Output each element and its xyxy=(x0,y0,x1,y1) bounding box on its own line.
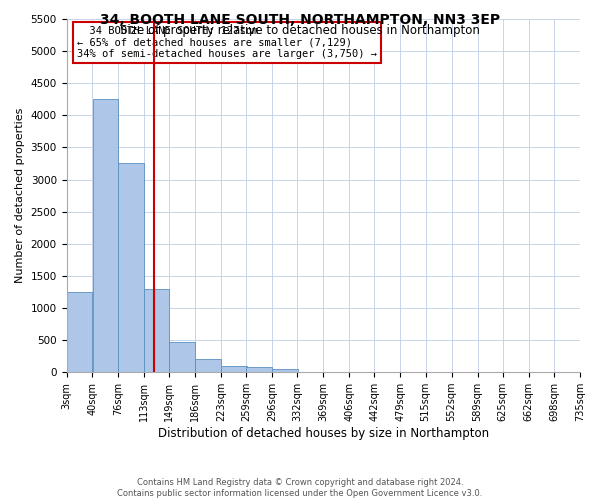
Bar xyxy=(221,366,247,372)
Text: Contains HM Land Registry data © Crown copyright and database right 2024.
Contai: Contains HM Land Registry data © Crown c… xyxy=(118,478,482,498)
Bar xyxy=(246,368,272,372)
Bar xyxy=(118,164,143,372)
Bar xyxy=(92,100,118,372)
Bar xyxy=(67,292,92,372)
Bar xyxy=(144,288,169,372)
X-axis label: Distribution of detached houses by size in Northampton: Distribution of detached houses by size … xyxy=(158,427,489,440)
Bar xyxy=(195,360,221,372)
Text: 34 BOOTH LANE SOUTH: 127sqm
← 65% of detached houses are smaller (7,129)
34% of : 34 BOOTH LANE SOUTH: 127sqm ← 65% of det… xyxy=(77,26,377,60)
Bar xyxy=(169,342,195,372)
Text: Size of property relative to detached houses in Northampton: Size of property relative to detached ho… xyxy=(120,24,480,37)
Text: 34, BOOTH LANE SOUTH, NORTHAMPTON, NN3 3EP: 34, BOOTH LANE SOUTH, NORTHAMPTON, NN3 3… xyxy=(100,12,500,26)
Y-axis label: Number of detached properties: Number of detached properties xyxy=(15,108,25,284)
Bar xyxy=(272,369,298,372)
